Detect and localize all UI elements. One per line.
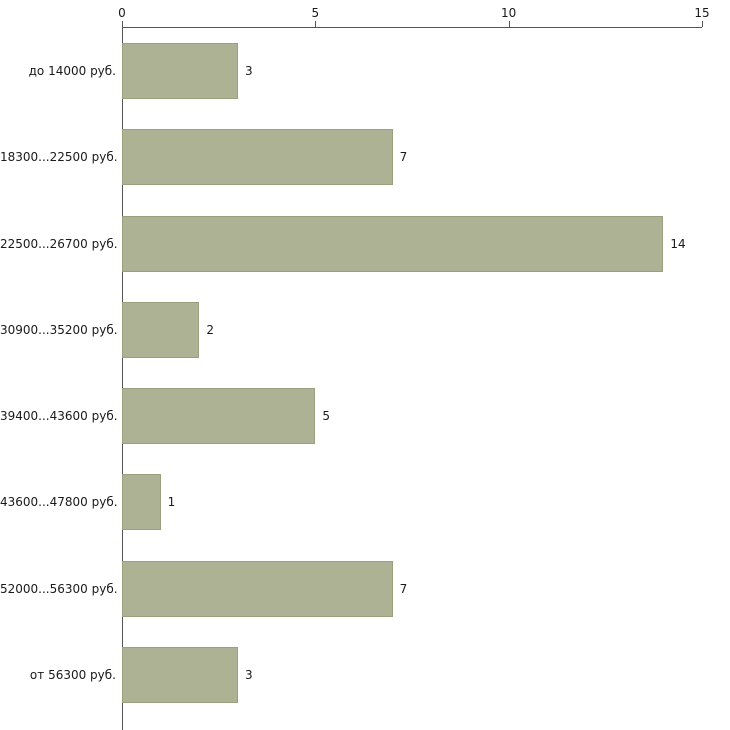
x-tick-label: 15 bbox=[694, 6, 710, 20]
category-label: 52000...56300 руб. bbox=[0, 581, 118, 596]
bar-area: 7 bbox=[122, 129, 702, 186]
x-tick-label: 10 bbox=[501, 6, 517, 20]
bar-row: 43600...47800 руб. 1 bbox=[0, 459, 730, 545]
bar bbox=[122, 560, 393, 617]
bar-area: 1 bbox=[122, 474, 702, 531]
x-tick-mark bbox=[315, 21, 317, 27]
category-label: 18300...22500 руб. bbox=[0, 150, 118, 165]
bar-area: 14 bbox=[122, 215, 702, 272]
value-label: 3 bbox=[245, 64, 253, 79]
x-tick-label: 0 bbox=[118, 6, 126, 20]
bar bbox=[122, 388, 316, 445]
bar bbox=[122, 646, 238, 703]
y-axis-line bbox=[122, 27, 123, 730]
bar-area: 2 bbox=[122, 301, 702, 358]
bar bbox=[122, 43, 238, 100]
x-axis-line bbox=[122, 27, 702, 28]
x-tick-mark bbox=[508, 21, 510, 27]
category-label: до 14000 руб. bbox=[28, 64, 116, 79]
bar-row: 22500...26700 руб. 14 bbox=[0, 201, 730, 287]
bar-area: 3 bbox=[122, 43, 702, 100]
bar-row: 30900...35200 руб. 2 bbox=[0, 287, 730, 373]
value-label: 2 bbox=[206, 322, 214, 337]
bar-row: 52000...56300 руб. 7 bbox=[0, 546, 730, 632]
category-label: от 56300 руб. bbox=[29, 667, 116, 682]
bar bbox=[122, 474, 161, 531]
bar-area: 5 bbox=[122, 388, 702, 445]
value-label: 7 bbox=[399, 581, 408, 596]
value-label: 14 bbox=[670, 236, 686, 251]
category-label: 39400...43600 руб. bbox=[0, 409, 118, 424]
category-label: 30900...35200 руб. bbox=[0, 322, 118, 337]
bar-row: до 14000 руб. 3 bbox=[0, 28, 730, 114]
bar-rows: до 14000 руб. 3 18300...22500 руб. 7 22500..… bbox=[0, 28, 730, 718]
bar-area: 7 bbox=[122, 560, 702, 617]
category-label: 43600...47800 руб. bbox=[0, 495, 118, 510]
x-tick-mark bbox=[702, 21, 703, 27]
bar-row: 39400...43600 руб. 5 bbox=[0, 373, 730, 459]
value-label: 5 bbox=[322, 409, 330, 424]
bar-area: 3 bbox=[122, 646, 702, 703]
bar bbox=[122, 301, 200, 358]
bar-row: 18300...22500 руб. 7 bbox=[0, 114, 730, 200]
bar bbox=[122, 215, 664, 272]
value-label: 3 bbox=[245, 667, 253, 682]
bar-row: от 56300 руб. 3 bbox=[0, 632, 730, 718]
value-label: 7 bbox=[399, 150, 408, 165]
x-tick-mark bbox=[122, 21, 123, 27]
x-tick-label: 5 bbox=[311, 6, 320, 20]
value-label: 1 bbox=[167, 495, 176, 510]
bar bbox=[122, 129, 393, 186]
category-label: 22500...26700 руб. bbox=[0, 236, 118, 251]
